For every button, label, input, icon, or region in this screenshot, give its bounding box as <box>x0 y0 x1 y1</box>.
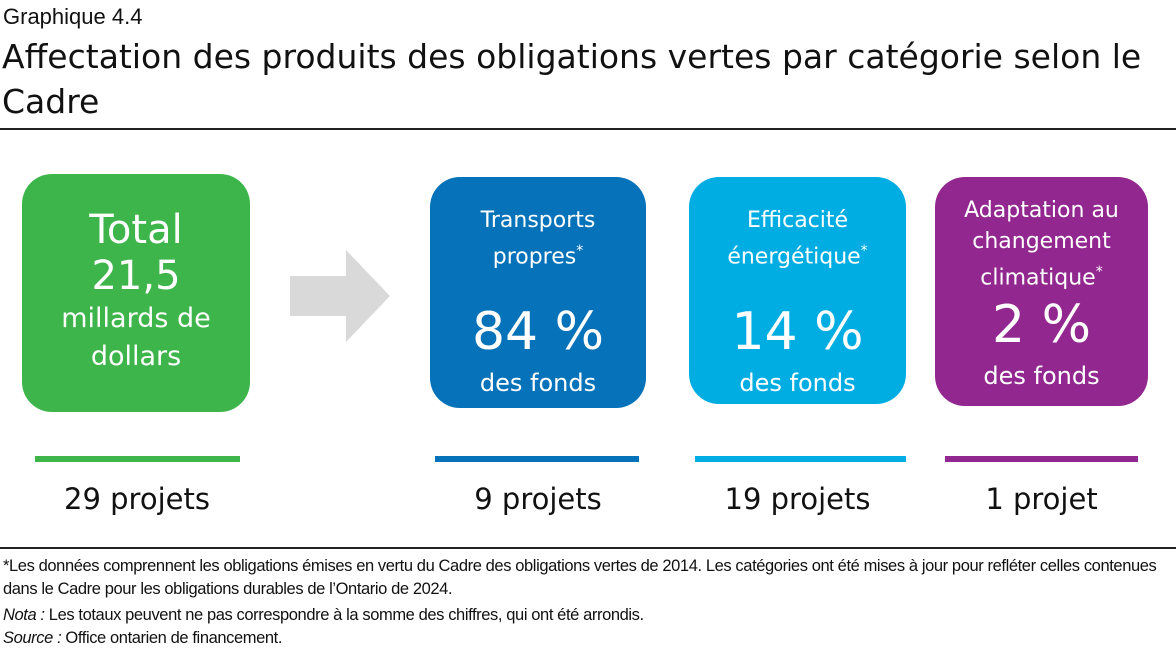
top-divider <box>0 128 1176 130</box>
footnote-marker: * <box>860 243 868 259</box>
footnote-nota: Nota : Les totaux peuvent ne pas corresp… <box>3 604 644 627</box>
total-projects: 29 projets <box>64 482 210 516</box>
total-label: Total <box>89 207 183 253</box>
category-sublabel: des fonds <box>983 362 1100 391</box>
category-percent: 14 % <box>731 302 864 363</box>
category-projects: 9 projets <box>474 482 602 516</box>
category-box: Adaptation au changement climatique* 2 % d… <box>935 177 1148 406</box>
source-label: Source : <box>3 629 62 647</box>
nota-text: Les totaux peuvent ne pas correspondre à… <box>44 606 644 624</box>
category-percent: 84 % <box>471 302 605 363</box>
category-bar <box>695 456 906 462</box>
nota-label: Nota : <box>3 606 45 624</box>
category-bar <box>435 456 639 462</box>
category-box: Transports propres* 84 % des fonds <box>430 177 646 408</box>
total-amount: 21,5 <box>91 253 181 299</box>
category-box: Efficacité énergétique* 14 % des fonds <box>689 177 906 404</box>
category-sublabel: des fonds <box>739 369 856 398</box>
category-sublabel: des fonds <box>479 369 597 398</box>
footnote-marker: * <box>1095 264 1103 280</box>
category-percent: 2 % <box>991 295 1092 356</box>
total-unit-line2: dollars <box>90 341 182 372</box>
figure-label: Graphique 4.4 <box>3 4 143 29</box>
category-projects: 1 projet <box>985 482 1098 516</box>
footnote-source: Source : Office ontarien de financement. <box>3 627 282 650</box>
total-unit-line1: millards de <box>61 303 211 334</box>
category-label: Transports propres* <box>480 208 596 270</box>
figure-title: Affectation des produits des obligations… <box>2 37 1142 121</box>
total-bar <box>35 456 240 462</box>
category-label: Efficacité énergétique* <box>727 208 868 270</box>
total-box: Total 21,5 millards de dollars <box>22 174 250 412</box>
footnote-asterisk: *Les données comprennent les obligations… <box>3 557 1157 598</box>
footnote-marker: * <box>576 243 584 259</box>
category-label: Adaptation au changement climatique* <box>964 198 1119 291</box>
footnote-divider <box>0 547 1176 549</box>
category-bar <box>945 456 1138 462</box>
source-text: Office ontarien de financement. <box>61 629 283 647</box>
category-projects: 19 projets <box>724 482 871 516</box>
arrow-right-icon <box>290 250 390 342</box>
